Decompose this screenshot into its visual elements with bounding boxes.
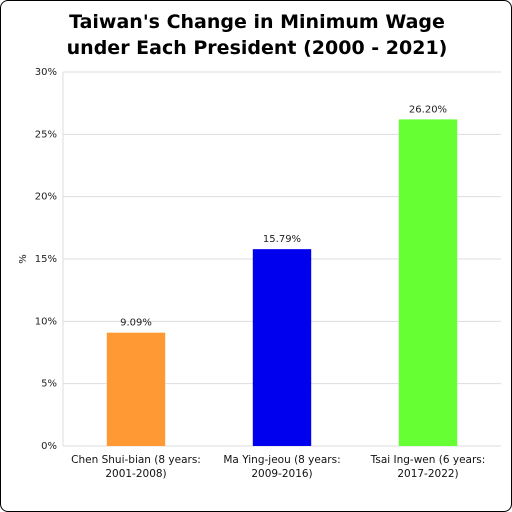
value-label: 9.09% (120, 318, 152, 329)
bar (398, 119, 458, 446)
y-tick-label: 5% (41, 379, 57, 390)
y-tick-label: 15% (35, 254, 57, 265)
y-axis-label: % (18, 254, 29, 264)
y-tick-label: 0% (41, 441, 57, 452)
bar (106, 332, 166, 446)
bar (252, 249, 312, 446)
value-label: 26.20% (409, 104, 447, 115)
y-tick-label: 30% (35, 67, 57, 78)
chart-title: Taiwan's Change in Minimum Wage under Ea… (66, 11, 448, 59)
x-tick-label: Tsai Ing-wen (6 years: 2017-2022) (370, 454, 486, 480)
y-tick-label: 20% (35, 192, 57, 203)
value-label: 15.79% (263, 234, 301, 245)
y-tick-label: 10% (35, 316, 57, 327)
x-tick-label: Chen Shui-bian (8 years: 2001-2008) (71, 454, 201, 480)
x-tick-label: Ma Ying-jeou (8 years: 2009-2016) (223, 454, 341, 480)
y-tick-label: 25% (35, 129, 57, 140)
